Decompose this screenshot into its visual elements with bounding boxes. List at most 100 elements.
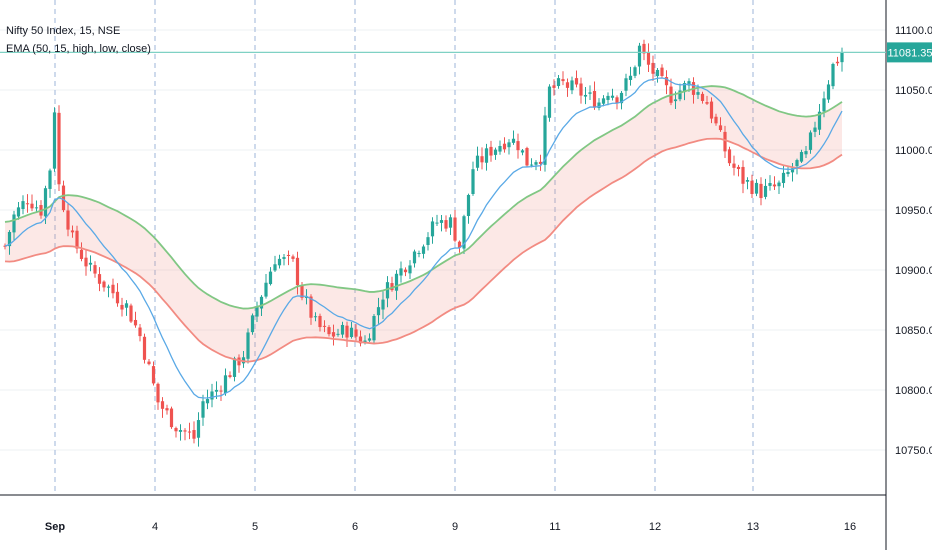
candle[interactable] — [183, 428, 187, 441]
candle[interactable] — [417, 250, 421, 258]
candle[interactable] — [835, 56, 840, 66]
candle[interactable] — [291, 254, 295, 262]
candle[interactable] — [664, 70, 669, 95]
candle[interactable] — [466, 193, 471, 224]
candle[interactable] — [426, 232, 430, 251]
candle[interactable] — [471, 161, 475, 196]
candle[interactable] — [228, 371, 232, 379]
candle[interactable] — [727, 146, 732, 166]
candle[interactable] — [93, 261, 97, 278]
candle[interactable] — [475, 146, 480, 171]
candle[interactable] — [624, 73, 628, 97]
candle[interactable] — [457, 240, 462, 253]
candle[interactable] — [462, 214, 466, 254]
candle[interactable] — [70, 225, 75, 238]
candle[interactable] — [714, 113, 718, 126]
candle[interactable] — [597, 98, 601, 111]
candle[interactable] — [525, 146, 529, 167]
candle[interactable] — [493, 147, 498, 160]
candle[interactable] — [759, 177, 763, 206]
candle[interactable] — [403, 267, 408, 277]
candle[interactable] — [817, 104, 822, 136]
candle[interactable] — [21, 195, 25, 215]
candle[interactable] — [273, 255, 277, 272]
candle[interactable] — [25, 194, 30, 213]
candle[interactable] — [349, 321, 354, 339]
candle[interactable] — [619, 91, 624, 110]
candle[interactable] — [804, 145, 808, 158]
candle[interactable] — [399, 261, 403, 283]
candle[interactable] — [210, 383, 214, 408]
indicator-label[interactable]: EMA (50, 15, high, low, close) — [6, 43, 151, 55]
candle[interactable] — [246, 328, 250, 364]
candle[interactable] — [543, 106, 547, 172]
candle[interactable] — [745, 177, 750, 190]
candle[interactable] — [655, 67, 660, 83]
candle[interactable] — [223, 368, 228, 396]
candle[interactable] — [282, 253, 286, 266]
candle[interactable] — [381, 291, 385, 320]
candle[interactable] — [376, 297, 381, 324]
candle[interactable] — [133, 311, 138, 328]
candle[interactable] — [394, 270, 399, 300]
candle[interactable] — [511, 130, 516, 145]
candle[interactable] — [156, 382, 160, 410]
candle[interactable] — [3, 243, 7, 250]
candle[interactable] — [507, 139, 511, 155]
candle[interactable] — [439, 214, 444, 232]
candle[interactable] — [732, 155, 736, 176]
candle[interactable] — [709, 97, 714, 124]
candle[interactable] — [124, 300, 129, 316]
candle[interactable] — [777, 180, 781, 194]
candle[interactable] — [502, 137, 507, 153]
candle[interactable] — [84, 249, 88, 276]
candle[interactable] — [286, 250, 291, 266]
candle[interactable] — [646, 43, 651, 72]
candle[interactable] — [768, 175, 772, 191]
candle[interactable] — [516, 133, 520, 159]
candle[interactable] — [75, 225, 79, 254]
candle[interactable] — [318, 313, 322, 332]
candle[interactable] — [372, 314, 376, 345]
candle[interactable] — [552, 79, 556, 96]
candle[interactable] — [268, 267, 273, 286]
candle[interactable] — [556, 75, 561, 89]
candle[interactable] — [498, 140, 502, 155]
candle[interactable] — [741, 160, 745, 194]
candle[interactable] — [534, 160, 538, 171]
candle[interactable] — [250, 313, 255, 335]
candle[interactable] — [637, 42, 642, 75]
candle[interactable] — [142, 333, 147, 364]
candle[interactable] — [723, 125, 727, 158]
symbol-title[interactable]: Nifty 50 Index, 15, NSE — [6, 25, 121, 37]
candle[interactable] — [354, 324, 358, 341]
candle[interactable] — [754, 179, 759, 197]
candle[interactable] — [232, 356, 237, 382]
candle[interactable] — [660, 64, 664, 78]
candle[interactable] — [48, 168, 52, 198]
candle[interactable] — [237, 354, 241, 373]
candle[interactable] — [763, 178, 768, 200]
candle[interactable] — [367, 333, 372, 342]
candle[interactable] — [412, 249, 417, 268]
candle[interactable] — [340, 321, 345, 338]
candle[interactable] — [588, 85, 592, 100]
candle[interactable] — [574, 70, 579, 88]
candle[interactable] — [480, 147, 484, 170]
candle[interactable] — [772, 176, 777, 191]
candle[interactable] — [52, 107, 57, 172]
candle[interactable] — [831, 62, 835, 90]
candle[interactable] — [448, 214, 453, 235]
candle[interactable] — [174, 426, 178, 438]
candle[interactable] — [66, 203, 70, 237]
candle[interactable] — [633, 65, 637, 79]
candle[interactable] — [718, 117, 723, 132]
candle[interactable] — [430, 217, 435, 244]
candle[interactable] — [12, 210, 16, 241]
candle[interactable] — [795, 158, 799, 175]
candle[interactable] — [435, 214, 439, 226]
candle[interactable] — [421, 244, 426, 259]
candle[interactable] — [385, 276, 390, 308]
